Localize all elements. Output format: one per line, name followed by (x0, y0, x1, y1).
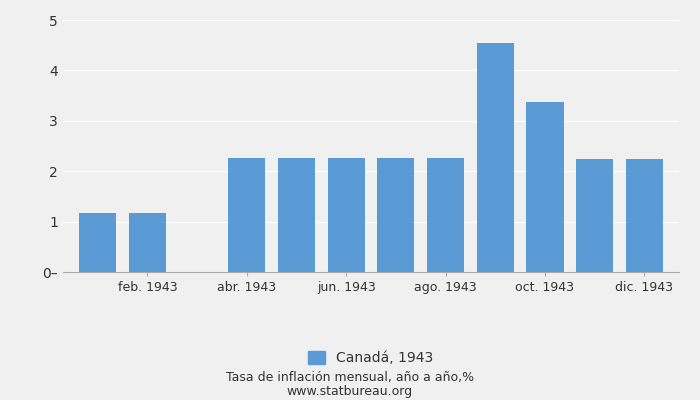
Bar (477, 43, 514, 272)
Bar (129, 212, 166, 272)
Bar (626, 158, 663, 272)
Bar (228, 158, 265, 272)
Text: Tasa de inflación mensual, año a año,%: Tasa de inflación mensual, año a año,% (226, 372, 474, 384)
Text: www.statbureau.org: www.statbureau.org (287, 386, 413, 398)
Bar (377, 158, 414, 272)
Bar (427, 158, 464, 272)
Bar (328, 158, 365, 272)
Bar (576, 158, 613, 272)
Bar (278, 158, 315, 272)
Bar (79, 212, 116, 272)
Bar (526, 102, 564, 272)
Legend: Canadá, 1943: Canadá, 1943 (303, 346, 439, 371)
